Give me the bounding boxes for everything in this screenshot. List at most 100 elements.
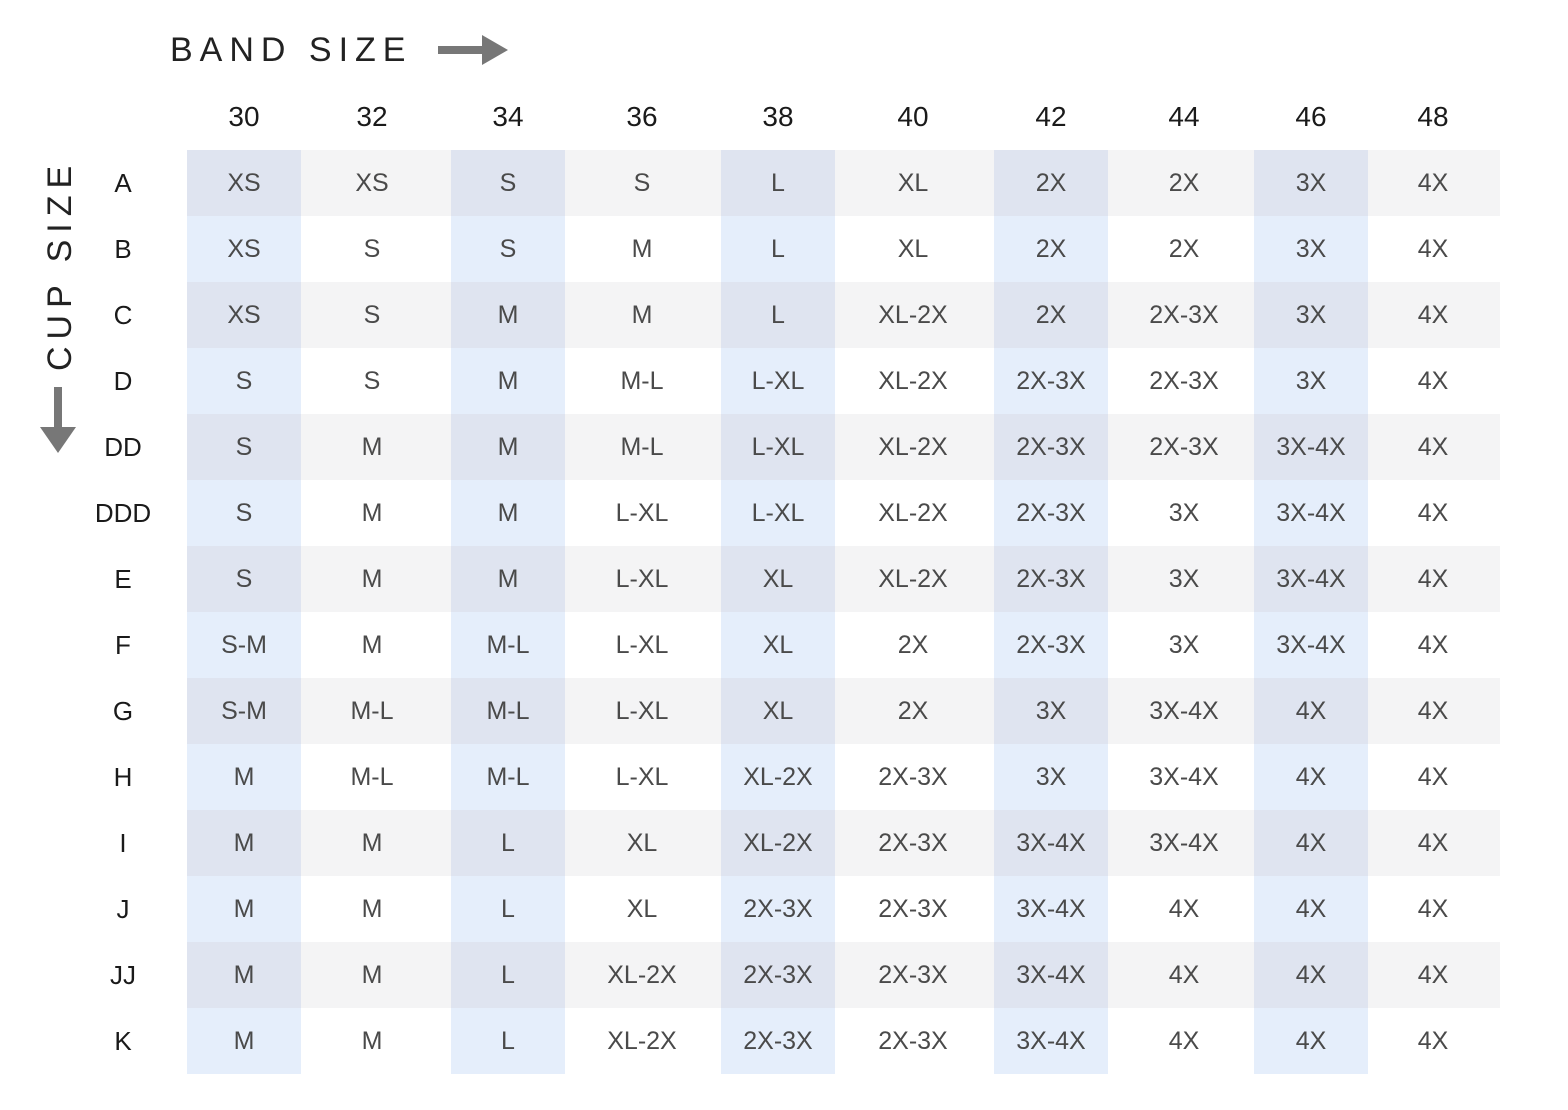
highlight-column-segment: [451, 1008, 565, 1074]
size-cell: 2X-3X: [1016, 499, 1086, 527]
size-cell: XL-2X: [878, 499, 948, 527]
cup-size-row-header: C: [113, 300, 133, 330]
size-cell: M-L: [486, 763, 530, 791]
size-cell: S-M: [221, 631, 267, 659]
highlight-column-segment: [721, 678, 835, 744]
size-cell: XL-2X: [607, 961, 677, 989]
size-cell: 4X: [1417, 961, 1449, 989]
size-cell: M: [361, 961, 383, 989]
size-cell: XL: [762, 565, 794, 593]
cup-size-row-header: B: [114, 234, 132, 264]
band-size-column-header: 34: [492, 101, 524, 132]
size-cell: L-XL: [615, 499, 669, 527]
size-cell: M: [497, 301, 519, 329]
highlight-column-segment: [1254, 480, 1368, 546]
size-cell: 3X: [1295, 169, 1327, 197]
highlight-column-segment: [1254, 612, 1368, 678]
highlight-column-segment: [451, 414, 565, 480]
highlight-column-segment: [187, 612, 301, 678]
size-cell: 4X: [1295, 829, 1327, 857]
size-cell: 4X: [1417, 763, 1449, 791]
band-size-column-header: 42: [1035, 101, 1067, 132]
size-cell: S: [363, 301, 381, 329]
size-cell: M: [233, 763, 255, 791]
highlight-column-segment: [451, 744, 565, 810]
size-cell: XL: [897, 169, 929, 197]
size-cell: XL-2X: [743, 763, 813, 791]
size-cell: 2X: [897, 631, 929, 659]
arrow-right-icon: [438, 35, 509, 65]
highlight-column-segment: [994, 216, 1108, 282]
size-cell: 2X-3X: [1016, 433, 1086, 461]
band-size-column-header: 46: [1295, 101, 1327, 132]
size-cell: S: [235, 433, 253, 461]
band-size-header: BAND SIZE: [170, 28, 509, 72]
highlight-column-segment: [721, 282, 835, 348]
highlight-column-segment: [451, 150, 565, 216]
size-cell: 3X: [1035, 763, 1067, 791]
size-cell: S: [363, 367, 381, 395]
size-cell: L: [501, 961, 515, 989]
highlight-column-segment: [994, 546, 1108, 612]
size-cell: M: [361, 499, 383, 527]
cup-size-header: CUP SIZE: [38, 159, 82, 457]
size-cell: 4X: [1417, 1027, 1449, 1055]
size-cell: 3X: [1168, 499, 1200, 527]
highlight-column-segment: [994, 876, 1108, 942]
size-cell: XL-2X: [878, 433, 948, 461]
size-cell: L-XL: [615, 631, 669, 659]
size-cell: M: [233, 895, 255, 923]
highlight-column-segment: [187, 348, 301, 414]
highlight-column-segment: [187, 678, 301, 744]
size-cell: 4X: [1417, 895, 1449, 923]
size-cell: M: [361, 631, 383, 659]
size-cell: XL: [626, 895, 658, 923]
highlight-column-segment: [721, 216, 835, 282]
highlight-column-segment: [721, 348, 835, 414]
size-cell: M: [233, 1027, 255, 1055]
highlight-column-segment: [451, 282, 565, 348]
highlight-column-segment: [451, 216, 565, 282]
size-cell: 2X: [1168, 169, 1200, 197]
size-cell: 3X-4X: [1016, 895, 1086, 923]
highlight-column-segment: [187, 810, 301, 876]
size-cell: 3X-4X: [1276, 433, 1346, 461]
size-cell: XL: [762, 631, 794, 659]
highlight-column-segment: [1254, 678, 1368, 744]
highlight-column-segment: [1254, 744, 1368, 810]
cup-size-row-header: J: [116, 894, 130, 924]
size-cell: 3X-4X: [1149, 829, 1219, 857]
size-cell: 4X: [1295, 763, 1327, 791]
cup-size-row-header: G: [112, 696, 134, 726]
size-cell: M: [497, 433, 519, 461]
size-cell: M: [233, 961, 255, 989]
highlight-column-segment: [1254, 942, 1368, 1008]
highlight-column-segment: [451, 678, 565, 744]
size-cell: 3X: [1295, 235, 1327, 263]
highlight-column-segment: [187, 744, 301, 810]
highlight-column-segment: [451, 810, 565, 876]
size-cell: L: [771, 301, 785, 329]
size-cell: M: [631, 301, 653, 329]
size-cell: 3X-4X: [1016, 1027, 1086, 1055]
size-cell: 4X: [1417, 565, 1449, 593]
highlight-column-segment: [721, 744, 835, 810]
size-cell: 2X-3X: [1149, 301, 1219, 329]
size-cell: XS: [227, 169, 261, 197]
band-size-column-header: 40: [897, 101, 929, 132]
size-cell: XL-2X: [607, 1027, 677, 1055]
size-cell: 2X-3X: [1016, 565, 1086, 593]
cup-size-row-header: DD: [104, 432, 142, 462]
cup-size-row-header: D: [113, 366, 133, 396]
size-cell: 4X: [1295, 697, 1327, 725]
size-cell: S: [499, 169, 517, 197]
highlight-column-segment: [721, 942, 835, 1008]
highlight-column-segment: [721, 414, 835, 480]
size-cell: M: [361, 1027, 383, 1055]
size-cell: L: [501, 1027, 515, 1055]
size-cell: 4X: [1295, 961, 1327, 989]
size-cell: 3X-4X: [1149, 697, 1219, 725]
size-cell: 3X-4X: [1276, 565, 1346, 593]
highlight-column-segment: [994, 1008, 1108, 1074]
size-cell: 3X-4X: [1276, 499, 1346, 527]
